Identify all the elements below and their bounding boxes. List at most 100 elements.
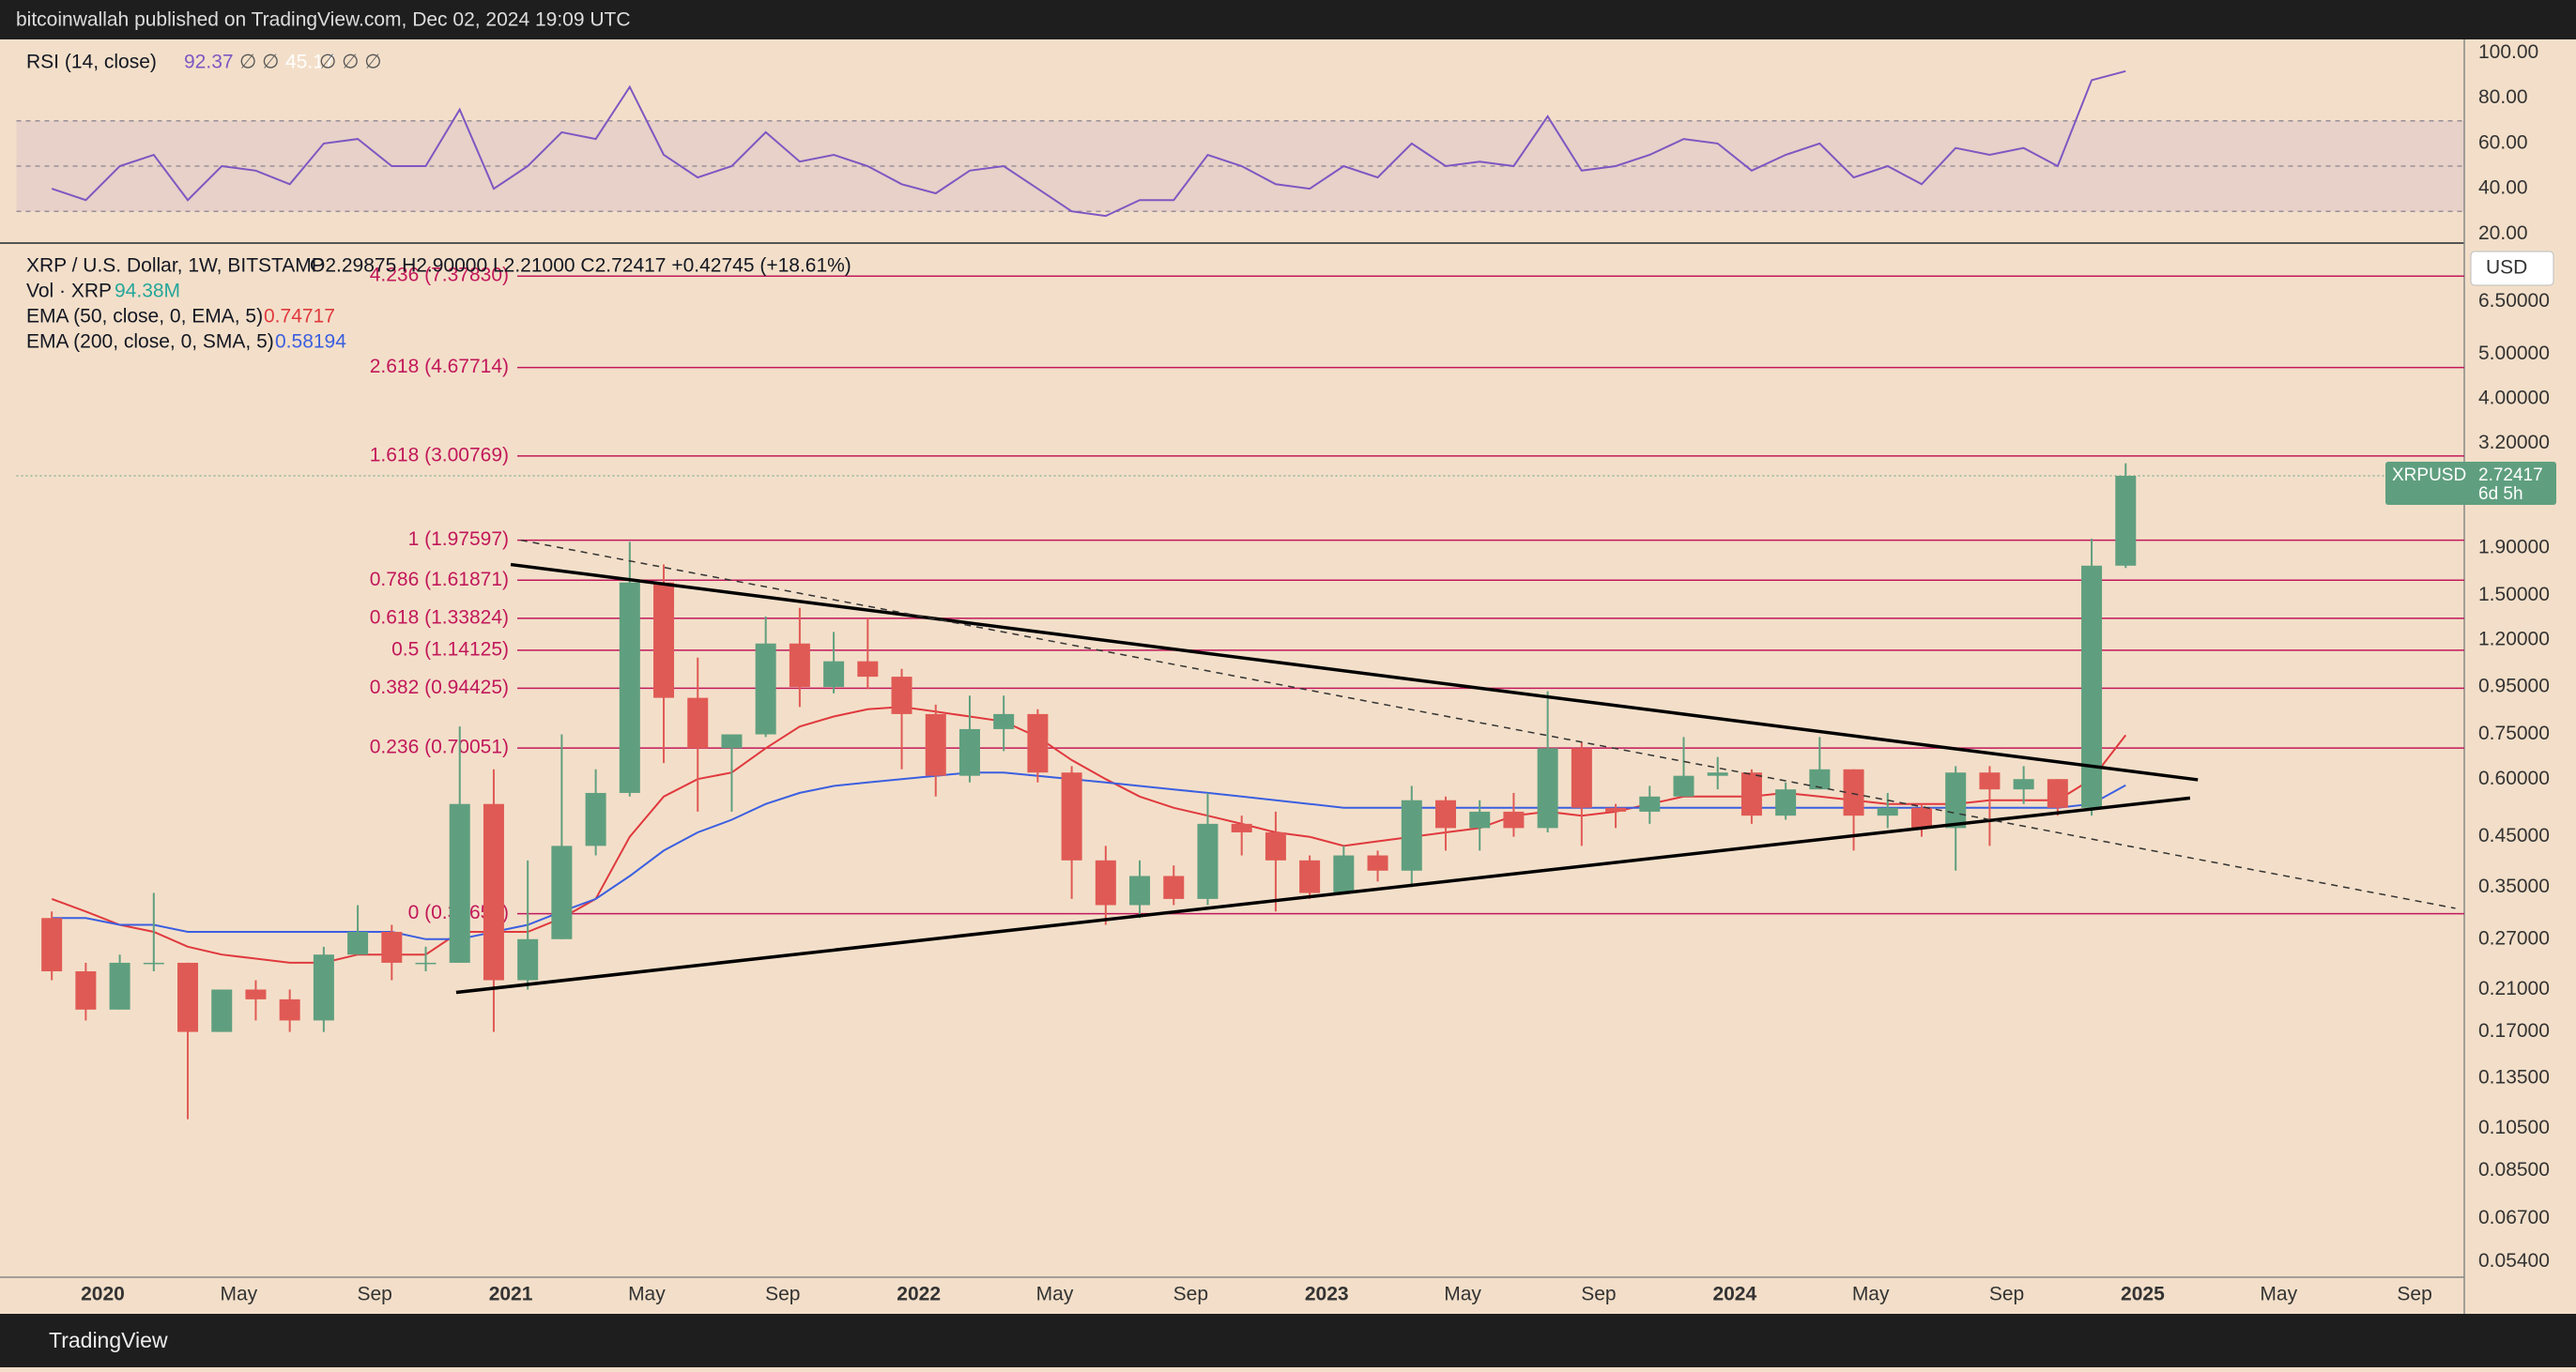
candle-body [1367,855,1388,871]
candle-body [1231,823,1252,832]
header-text: bitcoinwallah published on TradingView.c… [16,9,631,31]
last-price-countdown: 6d 5h [2478,484,2523,504]
candle-body [211,989,233,1032]
ma-legend-value: 0.58194 [275,331,346,353]
last-price-box [2385,462,2556,506]
currency-label: USD [2486,257,2527,279]
x-tick-label: 2020 [81,1284,125,1305]
fib-label: 2.618 (4.67714) [370,356,509,377]
candle-body [2047,779,2068,808]
y-tick-label: 0.45000 [2478,825,2550,846]
y-tick-label: 1.50000 [2478,584,2550,605]
candle-body [1197,823,1219,899]
rsi-line [51,69,2126,218]
fib-label: 0.236 (0.70051) [370,737,509,758]
candle-body [1843,769,1864,816]
candle-body [1163,876,1185,899]
candle-body [619,582,640,793]
candle-body [721,734,743,749]
x-tick-label: May [1036,1284,1074,1305]
rsi-legend-extra: ∅ ∅ ∅ [319,52,382,73]
legend: RSI (14, close) 92.37 ∅ ∅ 45.17∅ ∅ ∅ XRP / U… [26,52,851,353]
last-price-value: 2.72417 [2478,465,2543,485]
candle-body [1979,772,2001,790]
candle-body [415,962,437,965]
ma-legend-name: EMA (50, close, 0, EMA, 5) [26,306,263,328]
candle-body [891,677,912,714]
trendline [455,796,2191,995]
volume-legend: Vol · XRP [26,281,112,302]
candle-body [75,971,97,1010]
x-tick-label: May [1444,1284,1481,1305]
candle-body [1333,855,1355,893]
y-tick-label: 0.05400 [2478,1250,2550,1272]
last-price-symbol: XRPUSD [2392,465,2466,485]
candle-body [925,713,946,776]
x-tick-label: Sep [1989,1284,2024,1305]
y-tick-label: 0.95000 [2478,676,2550,697]
rsi-tick-label: 100.00 [2478,41,2538,63]
candle-body [245,989,267,999]
candle-body [585,792,606,846]
y-tick-label: 0.21000 [2478,978,2550,999]
ma-legend-value: 0.74717 [264,306,335,328]
candle-body [41,918,63,972]
candle-body [279,999,300,1021]
rsi-legend-extra: 45.17 [285,52,335,73]
symbol-legend: XRP / U.S. Dollar, 1W, BITSTAMP [26,255,325,277]
footer-brand: TradingView [49,1328,168,1352]
candle-body [381,932,403,963]
candle-body [1434,800,1456,829]
rsi-tick-label: 40.00 [2478,177,2528,199]
x-tick-label: May [628,1284,666,1305]
candle-body [483,803,504,981]
fib-label: 0.5 (1.14125) [391,638,509,660]
candle-body [1945,772,1967,829]
candle-body [857,661,879,678]
x-tick-label: 2022 [897,1284,941,1305]
candle-body [1503,811,1525,829]
fib-label: 1.618 (3.00769) [370,444,509,465]
currency-box [2470,251,2554,286]
candle-body [993,713,1015,729]
candle-body [1775,789,1797,816]
candle-body [517,938,539,981]
x-tick-label: May [1852,1284,1890,1305]
y-tick-label: 0.13500 [2478,1066,2550,1088]
price-pane: 4.618 (9.91603)4.236 (7.37830)2.618 (4.6… [16,265,2464,1120]
candle-body [1299,860,1321,893]
x-tick-label: Sep [765,1284,800,1305]
candle-body [1707,772,1728,776]
candle-body [1537,748,1558,829]
fib-label: 0.618 (1.33824) [370,606,509,628]
candle-body [177,962,199,1032]
rsi-tick-label: 60.00 [2478,131,2528,153]
rsi-legend-name: RSI (14, close) [26,52,157,73]
candle-body [1605,807,1627,812]
candle-body [1877,807,1898,816]
ma-line [51,706,2127,964]
y-tick-label: 0.08500 [2478,1159,2550,1181]
candle-body [1061,772,1082,861]
x-tick-label: May [220,1284,257,1305]
x-tick-label: Sep [1173,1284,1208,1305]
candle-body [789,643,810,688]
rsi-legend-value: 92.37 [184,52,234,73]
candle-body [1027,713,1049,773]
candle-body [687,697,709,749]
fib-label: 0.382 (0.94425) [370,677,509,698]
x-tick-label: Sep [358,1284,392,1305]
fib-label: 1 (1.97597) [408,528,509,550]
fib-label: 4.236 (7.37830) [370,265,509,286]
candle-body [551,846,573,939]
y-tick-label: 0.35000 [2478,876,2550,897]
x-tick-label: Sep [2397,1284,2431,1305]
ma-legend-name: EMA (200, close, 0, SMA, 5) [26,331,274,353]
x-tick-label: Sep [1581,1284,1616,1305]
y-tick-label: 0.27000 [2478,927,2550,949]
candle-body [1809,769,1831,790]
y-tick-label: 0.60000 [2478,768,2550,789]
x-tick-label: May [2260,1284,2297,1305]
